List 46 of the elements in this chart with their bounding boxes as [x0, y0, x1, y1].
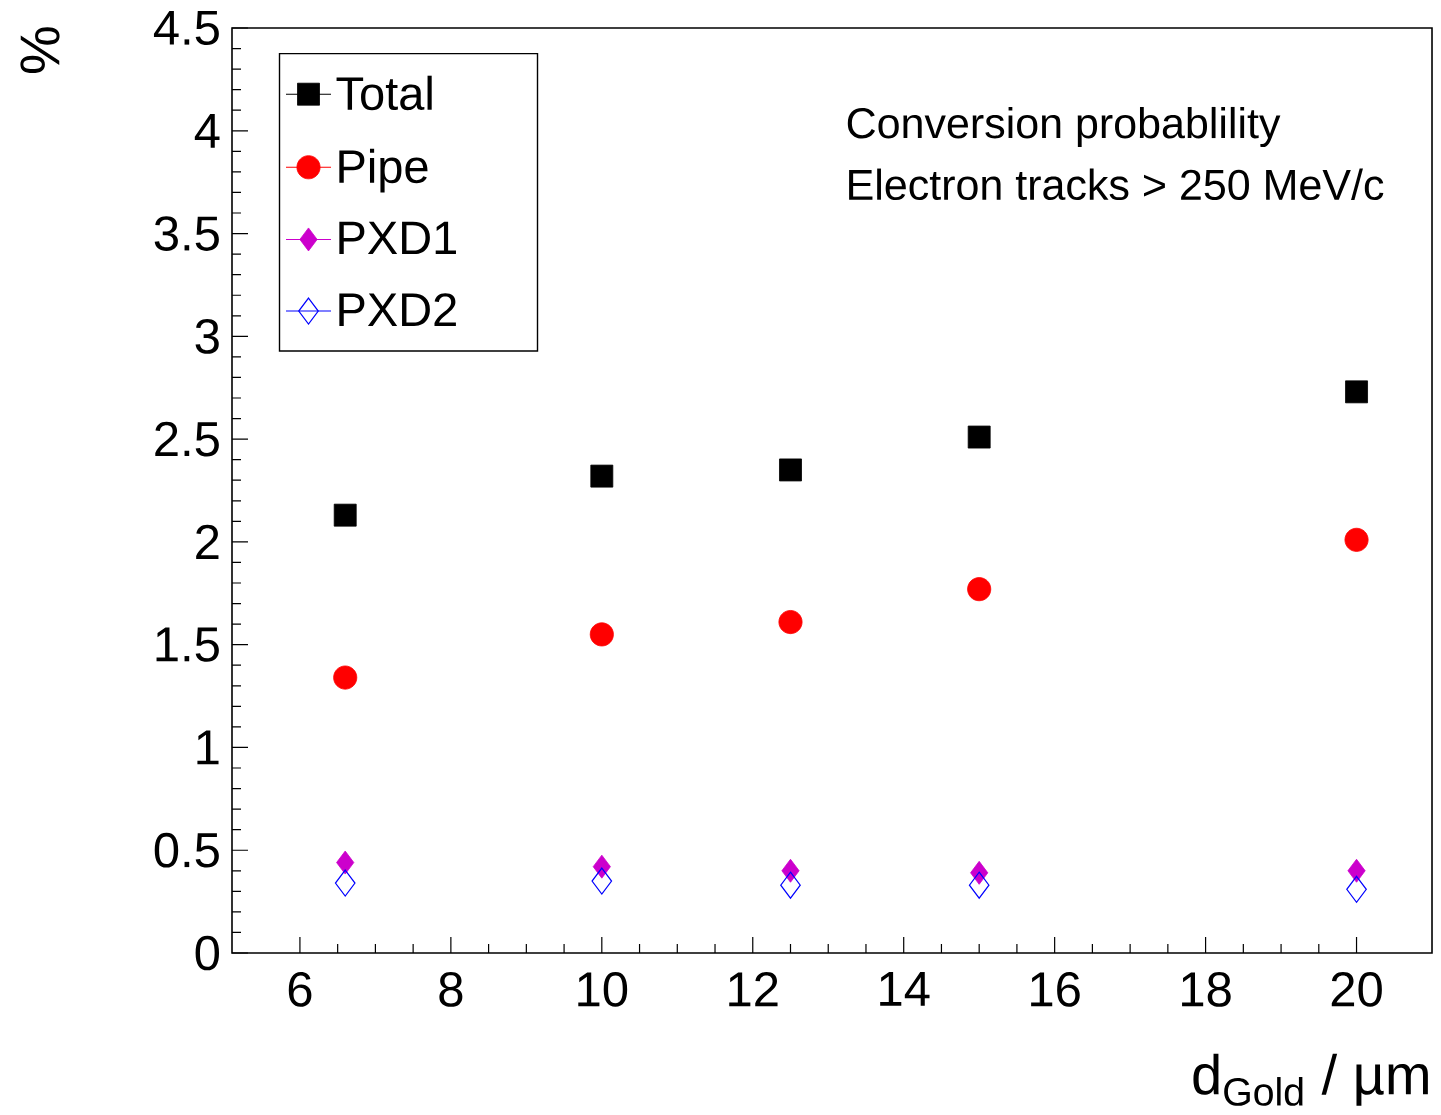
point — [778, 610, 803, 635]
x-tick-label: 12 — [729, 972, 778, 1007]
legend-label: PXD1 — [339, 221, 456, 255]
point — [334, 869, 356, 897]
y-tick-label: 2.5 — [155, 421, 219, 457]
y-tick-label: 3 — [195, 318, 219, 354]
point — [333, 665, 358, 690]
point — [970, 860, 989, 885]
y-tick-label: 1 — [197, 730, 219, 765]
point — [1344, 527, 1369, 552]
x-tick-label: 10 — [578, 972, 628, 1007]
x-tick-label: 6 — [288, 972, 312, 1007]
point — [1347, 858, 1366, 883]
x-tick-label: 16 — [1031, 972, 1080, 1007]
legend-label: Pipe — [339, 148, 428, 193]
y-tick-label: 4 — [194, 113, 220, 148]
y-tick-label: 4.5 — [153, 10, 219, 46]
point — [967, 425, 991, 449]
point — [591, 867, 613, 895]
point — [779, 458, 802, 482]
annotation: Conversion probablility — [847, 106, 1281, 148]
x-tick-label: 14 — [880, 972, 930, 1006]
point — [589, 622, 614, 647]
point — [968, 871, 990, 899]
annotation: Electron tracks > 250 MeV/c — [849, 168, 1384, 201]
x-tick-label: 18 — [1182, 972, 1231, 1007]
point — [590, 464, 614, 488]
point — [780, 871, 801, 899]
x-tick-label: 8 — [439, 972, 463, 1007]
y-tick-label: 1.5 — [156, 627, 219, 662]
x-tick-label: 20 — [1331, 972, 1382, 1007]
y-tick-label: 2 — [196, 524, 219, 559]
point — [1345, 380, 1368, 404]
legend-label: PXD2 — [339, 293, 456, 326]
y-tick-label: 0.5 — [154, 832, 219, 868]
point — [336, 850, 355, 875]
y-tick-label: 0 — [195, 935, 220, 971]
y-tick-label: 3.5 — [154, 216, 219, 251]
legend-label: Total — [336, 75, 432, 111]
x-axis-title: d$_{Gold}$ / µm — [1193, 1053, 1428, 1106]
point — [333, 503, 357, 527]
point — [967, 577, 992, 602]
point — [592, 854, 611, 879]
y-axis-title: % — [20, 27, 60, 74]
point — [781, 858, 800, 883]
point — [1346, 875, 1367, 903]
